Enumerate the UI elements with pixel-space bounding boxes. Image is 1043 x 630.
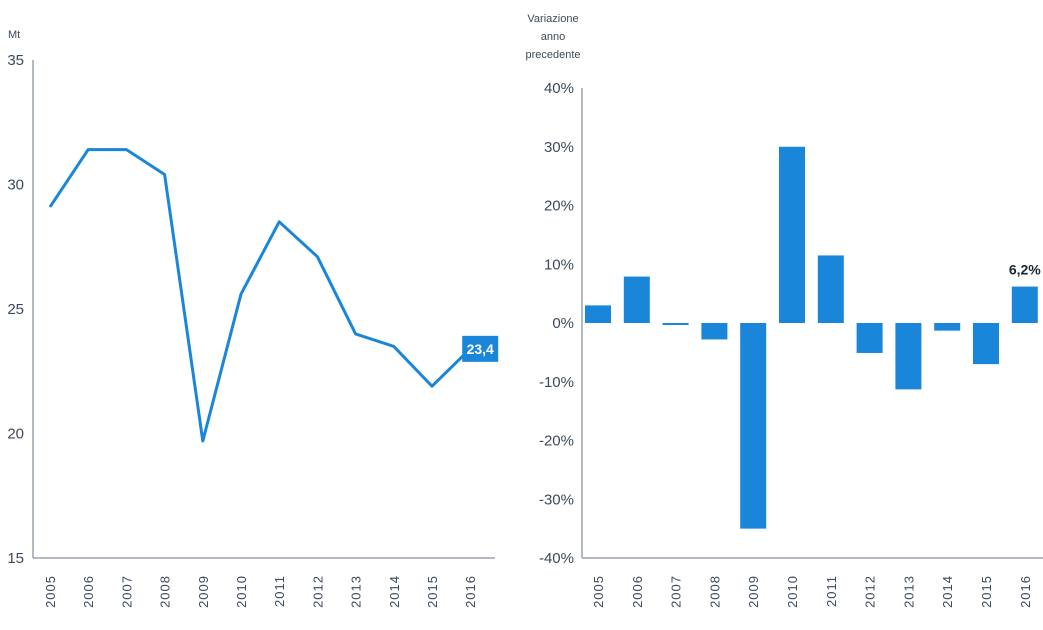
bar-chart-ylabel-line-2: anno — [541, 31, 565, 43]
line-ytick-label: 35 — [7, 52, 24, 69]
bar-2013 — [895, 323, 922, 390]
line-xtick-label: 2009 — [196, 575, 211, 608]
bar-ytick-label: -20% — [539, 433, 574, 450]
line-xtick-label: 2013 — [349, 575, 364, 608]
callout-value: 23,4 — [467, 341, 494, 357]
bar-2006 — [623, 276, 650, 323]
line-xtick-label: 2012 — [310, 575, 325, 608]
bar-chart-ylabel-line-1: Variazione — [527, 13, 578, 25]
bar-ytick-label: 40% — [544, 80, 574, 97]
bar-xtick-label: 2008 — [707, 575, 722, 608]
bar-ytick-label: 10% — [544, 256, 574, 273]
bar-2016 — [1011, 286, 1038, 323]
callout-box — [462, 335, 499, 362]
line-ytick-label: 25 — [7, 301, 24, 318]
bar-xtick-label: 2005 — [591, 575, 606, 608]
bar-xtick-label: 2007 — [669, 575, 684, 608]
bar-2007 — [662, 323, 689, 325]
bar-2008 — [701, 323, 728, 340]
line-xtick-label: 2011 — [272, 575, 287, 607]
bar-2011 — [817, 255, 844, 323]
bar-ytick-label: 20% — [544, 198, 574, 215]
bar-data-label: 6,2% — [1009, 262, 1041, 278]
line-series — [48, 148, 472, 443]
bar-xtick-label: 2011 — [824, 575, 839, 607]
bar-ytick-label: -30% — [539, 491, 574, 508]
bar-2015 — [973, 323, 999, 365]
bar-xtick-label: 2015 — [979, 575, 994, 608]
line-ytick-label: 15 — [7, 550, 24, 567]
bar-xtick-label: 2006 — [630, 575, 645, 608]
bar-2005 — [585, 305, 611, 323]
line-xtick-label: 2006 — [81, 575, 96, 608]
bar-xtick-label: 2013 — [901, 575, 916, 608]
line-ytick-label: 20 — [7, 426, 24, 443]
line-xtick-label: 2015 — [425, 575, 440, 608]
bar-2009 — [740, 323, 767, 529]
bar-xtick-label: 2016 — [1018, 575, 1033, 608]
bar-chart: Variazione anno precedente 40% 30% 20% 10% 0… — [525, 13, 1043, 608]
line-xtick-label: 2016 — [463, 575, 478, 608]
line-xtick-label: 2008 — [158, 575, 173, 608]
bar-xtick-label: 2010 — [785, 575, 800, 608]
bar-ytick-label: 30% — [544, 139, 574, 156]
bar-ytick-label: 0% — [552, 315, 574, 332]
line-xtick-label: 2014 — [387, 575, 402, 608]
bar-ytick-label: -40% — [539, 550, 574, 567]
bar-2014 — [934, 323, 961, 331]
bar-xtick-label: 2012 — [863, 575, 878, 608]
line-chart-ylabel: Mt — [8, 29, 20, 41]
line-xtick-label: 2007 — [119, 575, 134, 608]
bar-2010 — [779, 146, 805, 323]
line-xtick-label: 2010 — [234, 575, 249, 608]
bar-xtick-label: 2009 — [746, 575, 761, 608]
line-ytick-label: 30 — [7, 177, 24, 194]
line-xtick-label: 2005 — [43, 575, 58, 608]
line-end-callout: 23,4 — [462, 335, 499, 362]
bar-2012 — [856, 323, 883, 353]
bar-ytick-label: -10% — [539, 374, 574, 391]
bar-xtick-label: 2014 — [940, 575, 955, 608]
bar-chart-ylabel-line-3: precedente — [525, 49, 580, 61]
